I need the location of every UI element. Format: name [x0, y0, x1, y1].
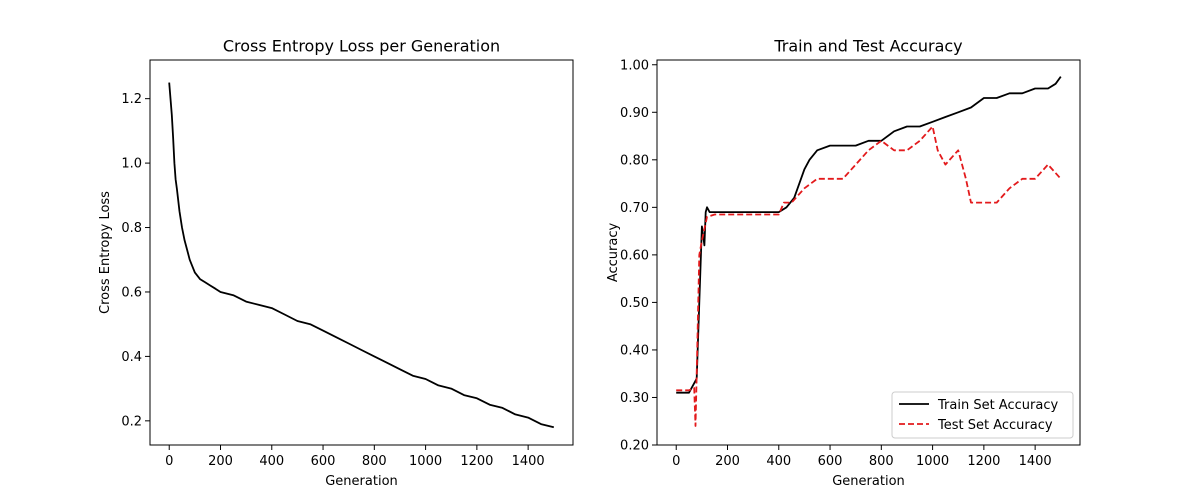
- accuracy-y-tick-label: 0.80: [620, 153, 649, 168]
- accuracy-series-line-1: [676, 76, 1062, 394]
- accuracy-y-axis-label: Accuracy: [606, 223, 621, 283]
- accuracy-y-tick-label: 0.30: [620, 391, 649, 406]
- loss-chart-panel: Cross Entropy Loss per Generation 0 200 40…: [98, 37, 574, 489]
- accuracy-x-tick-label: 0: [672, 454, 680, 469]
- legend-test-label: Test Set Accuracy: [937, 418, 1053, 433]
- accuracy-plot-area: [656, 59, 1081, 446]
- loss-plot-area: [149, 59, 574, 446]
- legend-box: [891, 391, 1074, 439]
- accuracy-y-tick-label: 1.00: [620, 58, 649, 73]
- loss-x-tick-label: 400: [259, 454, 284, 469]
- accuracy-x-tick-label: 1200: [967, 454, 1000, 469]
- loss-y-axis-label: Cross Entropy Loss: [98, 191, 113, 314]
- loss-y-axis: 0.2 0.4 0.6 0.8 1.0 1.2: [121, 92, 150, 429]
- accuracy-x-tick-label: 400: [766, 454, 791, 469]
- accuracy-x-tick-label: 600: [818, 454, 843, 469]
- accuracy-series-layer: [676, 76, 1062, 427]
- legend-train-label: Train Set Accuracy: [937, 398, 1058, 413]
- loss-series-line-1: [168, 82, 555, 429]
- accuracy-y-tick-label: 0.50: [620, 296, 649, 311]
- loss-series-layer: [168, 82, 555, 429]
- accuracy-chart-title: Train and Test Accuracy: [773, 37, 962, 56]
- loss-x-tick-label: 1200: [460, 454, 493, 469]
- accuracy-chart-panel: Train and Test Accuracy 0 200 400 600 800 100…: [606, 37, 1081, 489]
- accuracy-x-tick-label: 200: [715, 454, 740, 469]
- accuracy-x-axis: 0 200 400 600 800 1000 1200 1400: [672, 445, 1052, 469]
- accuracy-x-tick-label: 1000: [916, 454, 949, 469]
- loss-x-tick-label: 600: [311, 454, 336, 469]
- loss-x-tick-label: 200: [208, 454, 233, 469]
- accuracy-x-axis-label: Generation: [832, 474, 905, 489]
- accuracy-x-tick-label: 800: [869, 454, 894, 469]
- loss-x-tick-label: 0: [165, 454, 173, 469]
- loss-y-tick-label: 1.0: [121, 157, 142, 172]
- accuracy-x-tick-label: 1400: [1019, 454, 1052, 469]
- loss-y-tick-label: 0.4: [121, 350, 142, 365]
- loss-y-tick-label: 1.2: [121, 92, 142, 107]
- accuracy-y-tick-label: 0.90: [620, 106, 649, 121]
- accuracy-y-tick-label: 0.40: [620, 343, 649, 358]
- accuracy-y-tick-label: 0.60: [620, 248, 649, 263]
- accuracy-series-line-2: [676, 125, 1062, 427]
- accuracy-y-tick-label: 0.20: [620, 439, 649, 454]
- loss-y-tick-label: 0.8: [121, 221, 142, 236]
- accuracy-y-axis: 0.20 0.30 0.40 0.50 0.60 0.70 0.80 0.90 1.00: [620, 58, 657, 454]
- loss-y-tick-label: 0.2: [121, 414, 142, 429]
- loss-x-tick-label: 1000: [409, 454, 442, 469]
- loss-x-tick-label: 800: [362, 454, 387, 469]
- loss-x-axis: 0 200 400 600 800 1000 1200 1400: [165, 445, 545, 469]
- loss-y-tick-label: 0.6: [121, 285, 142, 300]
- accuracy-legend: Train Set Accuracy Test Set Accuracy: [891, 391, 1074, 439]
- loss-x-axis-label: Generation: [325, 474, 398, 489]
- loss-x-tick-label: 1400: [512, 454, 545, 469]
- accuracy-y-tick-label: 0.70: [620, 201, 649, 216]
- loss-chart-title: Cross Entropy Loss per Generation: [223, 37, 500, 56]
